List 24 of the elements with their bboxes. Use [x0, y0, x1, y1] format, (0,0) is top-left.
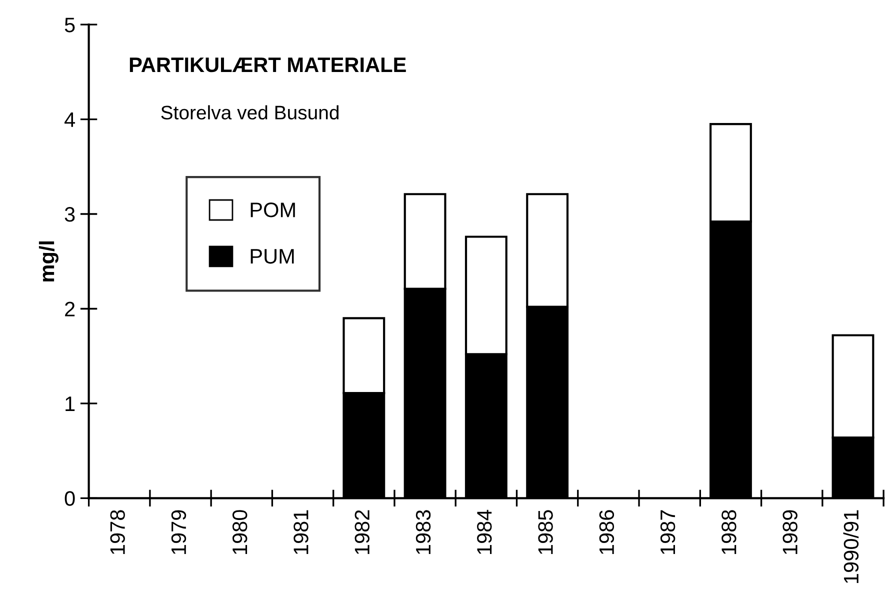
- x-tick-label: 1985: [538, 510, 553, 554]
- x-tick-label: 1979: [171, 510, 186, 554]
- x-tick-label: 1982: [354, 510, 370, 554]
- y-tick-label: 3: [64, 207, 75, 222]
- x-tick-label: 1983: [416, 510, 431, 554]
- x-tick-label: 1988: [722, 510, 736, 554]
- x-tick-label: 1984: [477, 510, 492, 554]
- x-tick-label: 1989: [782, 510, 798, 554]
- y-tick-label: 5: [64, 18, 75, 32]
- legend-label: POM: [250, 202, 295, 218]
- y-tick-label: 2: [65, 302, 75, 316]
- x-tick-label: 1981: [294, 510, 308, 554]
- y-tick-label: 1: [66, 396, 75, 411]
- x-tick-label: 1990/91: [843, 510, 859, 583]
- x-tick-label: 1980: [232, 510, 248, 554]
- text: PARTIKULÆRT MATERIALE: [130, 58, 406, 72]
- x-tick-label: 1978: [110, 510, 125, 554]
- text: Storelva ved Busund: [161, 105, 339, 120]
- legend-label: PUM: [250, 249, 294, 264]
- x-tick-label: 1987: [660, 510, 676, 554]
- y-tick-label: 4: [64, 112, 75, 127]
- y-tick-label: 0: [64, 491, 75, 506]
- x-tick-label: 1986: [599, 510, 614, 554]
- y-axis-title: mg/l: [38, 241, 58, 282]
